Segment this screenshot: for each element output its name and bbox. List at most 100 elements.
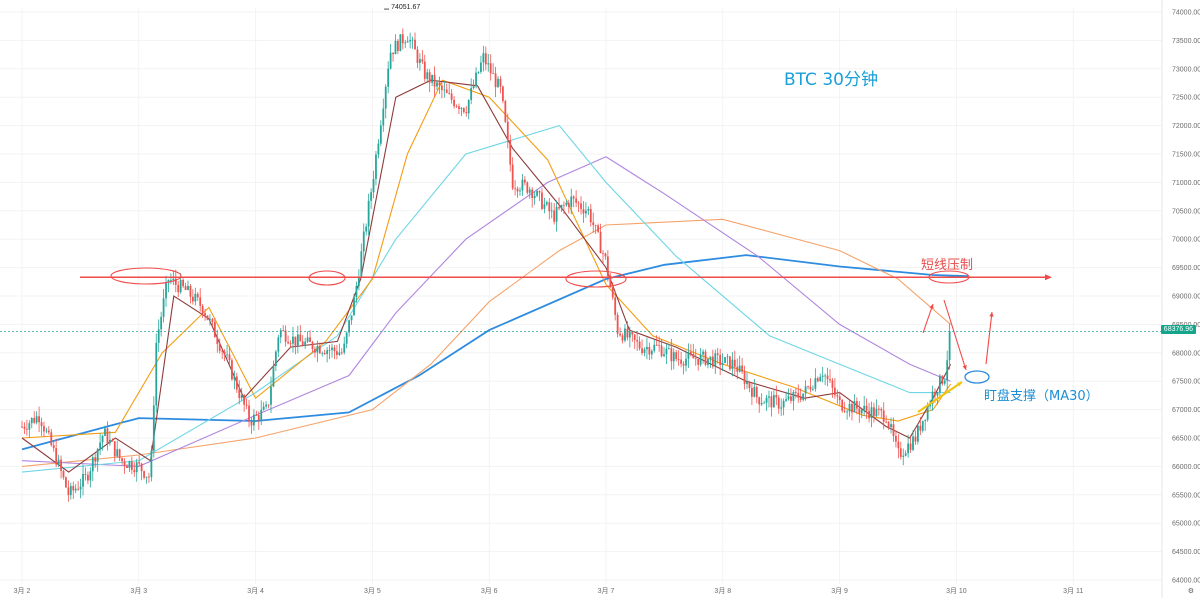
candle-body: [594, 225, 597, 226]
candle-body: [843, 410, 846, 412]
candle-body: [699, 354, 702, 365]
candle-body: [321, 352, 324, 354]
candle-body: [448, 92, 451, 94]
candle-body: [177, 284, 180, 293]
candle-body: [531, 189, 534, 198]
candle-body: [663, 354, 665, 357]
candle-body: [416, 49, 419, 63]
candle-body: [387, 68, 390, 87]
candle-body: [929, 403, 931, 407]
candle-body: [111, 439, 114, 442]
candle-body: [209, 318, 211, 320]
candle-body: [829, 379, 831, 381]
candle-body: [719, 354, 722, 366]
candle-body: [69, 486, 72, 496]
candle-body: [423, 61, 426, 79]
candle-body: [38, 416, 40, 423]
moving-average-line: [21, 218, 951, 467]
candle-body: [697, 359, 700, 365]
candle-body: [184, 286, 187, 290]
candle-body: [611, 287, 614, 298]
candle-body: [707, 358, 709, 365]
candle-body: [328, 350, 331, 351]
candle-body: [619, 333, 621, 336]
candle-body: [558, 207, 560, 209]
annotations: [0, 8, 1162, 413]
candle-body: [895, 435, 897, 442]
candle-body: [211, 318, 214, 322]
candle-body: [377, 143, 380, 155]
candle-body: [541, 192, 543, 209]
candle-body: [62, 470, 65, 478]
candle-body: [912, 436, 914, 450]
candle-body: [67, 487, 70, 496]
candle-body: [23, 426, 26, 429]
candle-body: [282, 330, 285, 332]
candle-body: [223, 351, 226, 355]
candle-body: [477, 71, 480, 73]
candle-body: [602, 253, 604, 254]
x-tick-label: 3月 3: [130, 587, 147, 595]
candle-body: [692, 353, 695, 359]
candle-body: [338, 352, 341, 355]
y-tick-label: 73500.00: [1172, 38, 1200, 45]
y-tick-label: 67500.00: [1172, 379, 1200, 386]
candle-body: [926, 406, 929, 420]
y-tick-label: 65500.00: [1172, 492, 1200, 499]
candle-body: [148, 476, 150, 478]
y-tick-label: 70500.00: [1172, 208, 1200, 215]
candle-body: [814, 378, 817, 389]
candle-body: [77, 488, 80, 490]
candle-body: [592, 222, 595, 226]
projection-rebound-arrow: [985, 311, 993, 365]
candle-body: [287, 341, 289, 344]
y-tick-label: 69000.00: [1172, 294, 1200, 301]
candle-body: [821, 375, 824, 377]
projection-up-arrow: [922, 303, 934, 334]
candle-body: [497, 78, 499, 88]
candle-body: [526, 182, 529, 193]
candle-body: [462, 108, 465, 113]
candle-body: [494, 73, 497, 88]
candle-body: [140, 463, 143, 472]
candle-body: [79, 486, 82, 490]
candle-body: [899, 448, 902, 457]
moving-average-line: [21, 79, 952, 439]
candle-body: [336, 351, 338, 355]
settings-icon[interactable]: ⚙: [1187, 588, 1194, 595]
support-marker: [964, 370, 990, 384]
candle-body: [743, 371, 746, 385]
candle-body: [384, 86, 387, 109]
candle-body: [155, 342, 158, 406]
y-tick-label: 65000.00: [1172, 521, 1200, 528]
candle-body: [570, 196, 573, 207]
candle-body: [809, 386, 812, 390]
candle-body: [304, 341, 307, 346]
candle-body: [28, 423, 31, 430]
candle-body: [516, 188, 519, 192]
candle-body: [60, 459, 62, 471]
candle-body: [480, 62, 482, 72]
moving-average-line: [21, 124, 951, 473]
candle-body: [157, 329, 160, 343]
resistance-touch-marker: [110, 267, 182, 285]
candle-body: [836, 395, 839, 397]
candle-body: [741, 365, 744, 372]
candle-body: [802, 393, 805, 400]
candle-body: [636, 339, 639, 342]
candle-body: [716, 353, 719, 355]
candle-body: [936, 392, 939, 396]
candle-body: [240, 395, 243, 398]
candle-body: [238, 389, 241, 398]
projection-rebound-arrow-head: [989, 312, 994, 317]
candle-body: [672, 352, 675, 362]
candle-body: [738, 365, 741, 372]
candle-body: [204, 313, 206, 316]
candle-body: [860, 409, 863, 414]
candle-body: [243, 395, 246, 405]
candle-body: [819, 376, 822, 382]
candle-body: [538, 191, 541, 193]
candle-body: [35, 416, 38, 423]
